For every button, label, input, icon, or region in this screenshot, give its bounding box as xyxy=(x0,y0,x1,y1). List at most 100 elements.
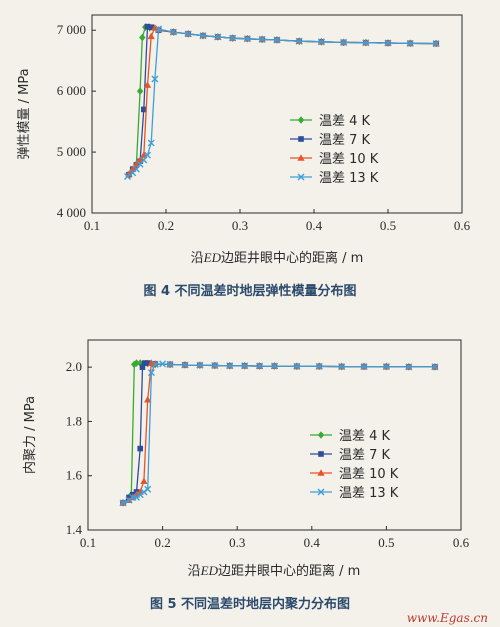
data-point xyxy=(147,369,155,377)
legend-label: 温差 10 K xyxy=(339,467,399,482)
data-point xyxy=(258,35,266,43)
y-tick-label: 1.4 xyxy=(66,522,83,537)
legend-label: 温差 10 K xyxy=(319,152,379,167)
data-point xyxy=(137,445,144,452)
marker-x-stroke xyxy=(169,28,177,36)
x-tick-label: 0.2 xyxy=(158,218,174,233)
marker-x-stroke xyxy=(184,30,192,38)
data-point xyxy=(273,36,281,44)
marker-x-stroke xyxy=(340,38,348,46)
data-point xyxy=(315,362,323,370)
marker-x-stroke xyxy=(406,39,414,47)
plot-frame xyxy=(91,14,463,214)
marker-x-stroke xyxy=(226,362,234,370)
data-point xyxy=(360,363,368,371)
marker-x-stroke xyxy=(382,363,390,371)
series-lines xyxy=(119,359,439,507)
data-point xyxy=(432,40,440,48)
series-7K xyxy=(120,360,438,506)
data-point xyxy=(199,32,207,40)
data-point xyxy=(226,362,234,370)
x-axis-label: 沿ED边距井眼中心的距离 / m xyxy=(188,563,361,579)
legend-entry: 温差 7 K xyxy=(290,133,371,148)
marker-x-stroke xyxy=(155,25,163,33)
elastic-modulus-chart: 0.1 0.2 0.3 0.4 0.5 0.6 4 000 5 000 6 000 7 000 温… xyxy=(17,14,471,299)
data-point xyxy=(144,360,151,366)
marker-x-stroke xyxy=(147,369,155,377)
legend-entry: 温差 4 K xyxy=(290,114,371,129)
marker-x-stroke xyxy=(256,362,264,370)
legend: 温差 4 K 温差 7 K 温差 10 K 温差 13 K xyxy=(290,114,379,186)
axis-ticks: 0.1 0.2 0.3 0.4 0.5 0.6 1.4 1.6 1.8 2.0 xyxy=(66,359,470,550)
watermark: www.Egas.cn xyxy=(407,611,488,625)
legend-label: 温差 4 K xyxy=(319,114,371,129)
marker-x-stroke xyxy=(241,362,249,370)
marker-x-stroke xyxy=(360,363,368,371)
y-tick-label: 6 000 xyxy=(57,83,86,98)
series-10K xyxy=(125,23,440,177)
legend: 温差 4 K 温差 7 K 温差 10 K 温差 13 K xyxy=(310,429,399,501)
data-point xyxy=(362,39,370,47)
data-point xyxy=(132,165,140,173)
data-point xyxy=(384,39,392,47)
legend-label: 温差 4 K xyxy=(339,429,391,444)
marker-x-stroke xyxy=(258,35,266,43)
marker-x-stroke xyxy=(295,37,303,45)
data-point xyxy=(143,81,152,88)
x-tick-label: 0.3 xyxy=(232,218,248,233)
data-point xyxy=(136,87,144,95)
data-point xyxy=(136,491,144,499)
y-tick-label: 2.0 xyxy=(66,359,82,374)
legend-marker xyxy=(297,173,305,181)
data-point xyxy=(229,34,237,42)
data-point xyxy=(196,361,204,369)
series-line xyxy=(128,26,437,176)
marker-x-stroke xyxy=(124,172,132,180)
data-point xyxy=(137,359,144,367)
series-7K xyxy=(126,23,439,178)
data-point xyxy=(181,361,189,369)
marker-x-stroke xyxy=(119,499,127,507)
legend-marker xyxy=(298,136,304,142)
x-tick-label: 0.3 xyxy=(229,535,245,550)
marker-x-stroke xyxy=(166,360,174,368)
legend-entry: 温差 13 K xyxy=(290,171,379,186)
marker-x-stroke xyxy=(362,39,370,47)
data-point xyxy=(338,363,346,371)
legend-label: 温差 7 K xyxy=(339,448,391,463)
data-point xyxy=(151,75,159,83)
data-point xyxy=(147,32,155,40)
data-point xyxy=(241,362,249,370)
data-point xyxy=(293,362,301,370)
legend-marker xyxy=(317,469,325,476)
series-13K xyxy=(124,25,440,180)
marker-x-stroke xyxy=(431,363,439,371)
data-point xyxy=(133,359,140,367)
data-point xyxy=(144,23,151,30)
legend-entry: 温差 7 K xyxy=(310,448,391,463)
data-point xyxy=(125,496,133,504)
data-point xyxy=(256,362,264,370)
marker-x-stroke xyxy=(199,32,207,40)
data-point xyxy=(144,485,152,493)
data-point xyxy=(243,35,251,43)
marker-x-stroke xyxy=(140,488,148,496)
series-lines xyxy=(124,23,440,180)
marker-x-stroke xyxy=(405,363,413,371)
data-point xyxy=(151,23,159,31)
data-point xyxy=(211,362,219,370)
series-13K xyxy=(119,360,439,507)
x-tick-label: 0.1 xyxy=(80,535,96,550)
marker-x-stroke xyxy=(125,496,133,504)
data-point xyxy=(119,499,127,507)
data-point xyxy=(169,28,177,36)
data-point xyxy=(132,493,140,501)
data-point xyxy=(144,151,151,159)
data-point xyxy=(184,30,192,38)
series-4K xyxy=(125,23,440,180)
marker-x-stroke xyxy=(159,360,167,368)
x-tick-label: 0.6 xyxy=(453,535,470,550)
legend-marker xyxy=(317,488,325,496)
marker-x-stroke xyxy=(214,33,222,41)
data-point xyxy=(406,39,414,47)
